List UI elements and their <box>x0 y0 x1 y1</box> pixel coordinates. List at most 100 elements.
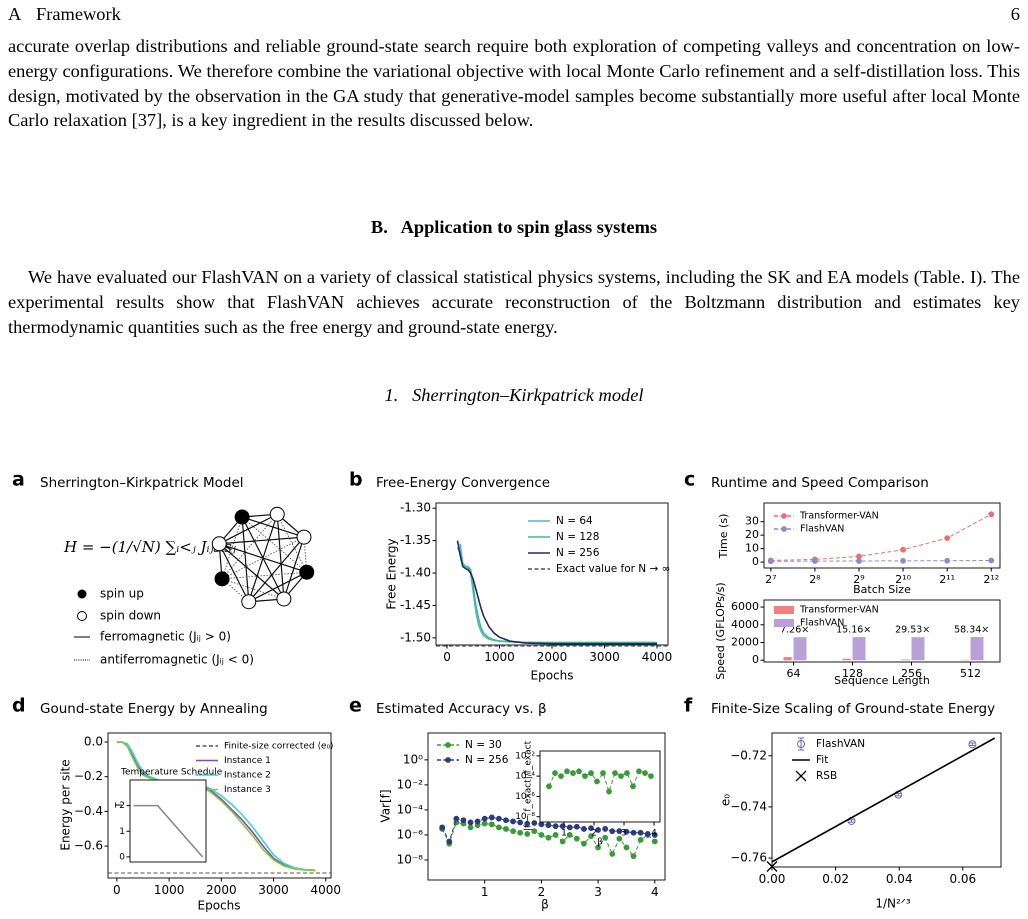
spin-node <box>214 571 230 587</box>
marker <box>517 819 524 826</box>
spin-node <box>296 529 312 545</box>
legend-spin-down <box>77 611 87 621</box>
y-tick-label: 4000 <box>731 618 759 631</box>
y-tick-label: 10⁻⁴ <box>397 802 424 816</box>
series-line <box>770 559 992 562</box>
y-tick-label: 0.0 <box>84 735 103 749</box>
marker <box>637 829 644 836</box>
marker <box>781 526 787 532</box>
x-tick-label: 4000 <box>642 650 673 664</box>
marker <box>630 783 636 790</box>
marker <box>559 838 566 845</box>
y-tick-label: 10⁻⁶ <box>397 827 424 841</box>
marker <box>538 832 545 838</box>
marker <box>531 828 538 835</box>
marker <box>600 770 606 776</box>
marker <box>594 778 600 785</box>
legend-swatch <box>774 619 794 627</box>
speedup-label: 15.16× <box>836 625 871 636</box>
x-tick-label: 3 <box>594 885 602 899</box>
x-tick-label: 256 <box>901 667 922 680</box>
speedup-label: 7.26× <box>780 625 809 636</box>
y-tick-label: -1.50 <box>400 630 431 644</box>
y-tick-label: 10⁻⁶ <box>515 792 535 802</box>
y-axis-label: Speed (GFLOPs/s) <box>714 582 727 679</box>
marker <box>552 832 559 838</box>
spin-node <box>299 564 315 580</box>
marker <box>566 824 573 831</box>
marker <box>488 814 495 821</box>
paragraph: accurate overlap distributions and relia… <box>8 36 1020 131</box>
legend-label: FlashVAN <box>800 524 844 535</box>
marker <box>644 831 651 837</box>
x-tick-label: 2⁷ <box>765 573 776 586</box>
paragraph: We have evaluated our FlashVAN on a vari… <box>8 267 1020 337</box>
x-axis-label: 1/N²ᐟ³ <box>875 897 911 911</box>
marker <box>988 511 995 518</box>
x-tick-label: 4 <box>651 885 659 899</box>
marker <box>795 770 807 782</box>
marker <box>588 833 594 840</box>
marker <box>609 851 616 857</box>
y-tick-label: 0 <box>752 555 759 568</box>
legend-label: Finite-size corrected ⟨e₀⟩ <box>224 742 334 752</box>
marker <box>445 742 451 748</box>
marker <box>570 770 576 776</box>
bar <box>783 657 792 661</box>
x-tick-label: 2¹⁰ <box>895 573 911 586</box>
y-tick-label: 10⁻² <box>515 751 535 761</box>
marker <box>467 819 474 826</box>
panel-letter: a <box>12 469 25 491</box>
axes-frame <box>129 779 207 863</box>
marker <box>564 768 570 775</box>
x-tick-label: 4000 <box>311 883 342 897</box>
x-tick-label: 2⁸ <box>809 573 821 586</box>
x-tick-label: 64 <box>787 667 801 680</box>
marker <box>588 825 594 832</box>
bar <box>970 636 984 661</box>
series-line <box>771 737 996 863</box>
y-axis-label: Var[f] <box>379 789 393 822</box>
marker <box>636 768 642 775</box>
coupling-edge <box>221 571 307 580</box>
panel-title: Free-Energy Convergence <box>376 475 550 491</box>
y-tick-label: 0 <box>752 653 759 666</box>
panel-letter: b <box>349 469 363 491</box>
y-tick-label: -1.30 <box>400 501 431 515</box>
formula: H = −(1/√N) ∑ᵢ<ⱼ Jᵢⱼsᵢsⱼ <box>63 538 236 556</box>
bar <box>852 637 866 661</box>
axes-frame <box>763 599 1001 663</box>
legend-label: Instance 1 <box>224 756 271 766</box>
marker <box>766 861 778 872</box>
marker <box>524 831 531 837</box>
y-tick-label: -1.40 <box>400 566 431 580</box>
legend-label: N = 64 <box>556 515 593 527</box>
header-title: Framework <box>36 4 121 24</box>
x-tick-label: 1 <box>481 885 489 899</box>
marker <box>495 824 502 831</box>
y-tick-label: −0.74 <box>730 799 767 813</box>
panel-title: Temperature Schedule <box>120 768 223 778</box>
y-tick-label: −0.2 <box>74 769 103 783</box>
inset-background <box>130 780 206 862</box>
marker <box>538 821 545 828</box>
y-tick-label: −0.4 <box>74 804 103 818</box>
legend-label: Instance 2 <box>224 771 271 781</box>
marker <box>445 757 451 763</box>
y-axis-label: Energy per site <box>59 759 73 850</box>
y-axis-label: T <box>115 802 125 809</box>
marker <box>630 853 637 860</box>
y-tick-label: −0.72 <box>730 748 767 762</box>
series-line <box>456 546 657 644</box>
series-line <box>770 513 992 561</box>
marker <box>642 770 648 776</box>
marker <box>558 773 564 780</box>
legend-label: RSB <box>816 770 837 782</box>
y-tick-label: 10⁰ <box>403 752 423 766</box>
marker <box>811 558 818 565</box>
x-tick-label: 0.04 <box>886 872 913 886</box>
marker <box>623 844 630 851</box>
legend-swatch <box>774 606 794 614</box>
